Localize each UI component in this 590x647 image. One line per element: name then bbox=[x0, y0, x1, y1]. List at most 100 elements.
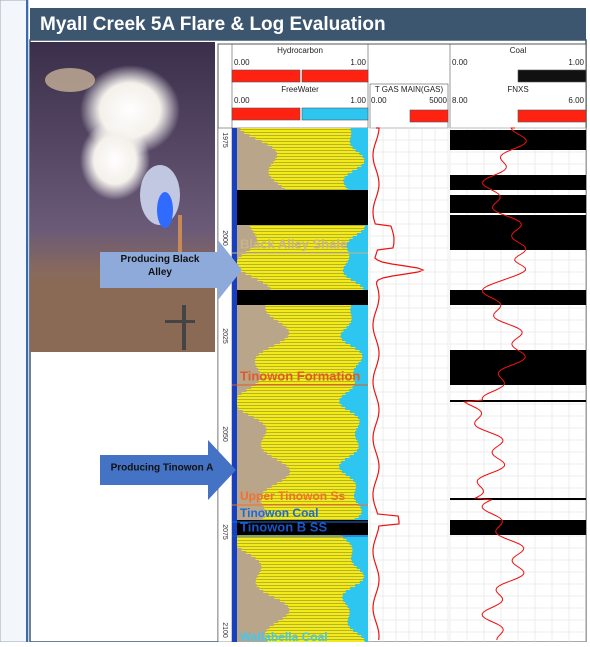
water bbox=[350, 587, 368, 590]
dots bbox=[265, 513, 362, 514]
water bbox=[359, 422, 368, 425]
scale-max: 6.00 bbox=[568, 96, 584, 105]
track-name: FNXS bbox=[507, 85, 528, 94]
coal-band bbox=[232, 520, 368, 535]
water bbox=[355, 347, 368, 350]
dots bbox=[242, 411, 351, 412]
dots bbox=[269, 315, 352, 316]
water bbox=[342, 596, 368, 599]
water bbox=[349, 455, 368, 458]
water bbox=[359, 152, 368, 155]
water bbox=[347, 605, 368, 608]
dots bbox=[266, 432, 356, 433]
dots bbox=[264, 636, 362, 637]
dots bbox=[284, 603, 346, 604]
water bbox=[341, 461, 368, 464]
water bbox=[346, 326, 368, 329]
water bbox=[353, 374, 368, 377]
water bbox=[360, 506, 368, 509]
water bbox=[352, 146, 368, 149]
water bbox=[348, 623, 368, 626]
water bbox=[349, 257, 368, 260]
coal-band bbox=[232, 290, 368, 305]
water bbox=[358, 443, 368, 446]
dots bbox=[275, 159, 365, 160]
dots bbox=[289, 474, 346, 475]
water bbox=[355, 584, 368, 587]
dots bbox=[245, 273, 344, 274]
dots bbox=[257, 279, 351, 280]
dots bbox=[265, 633, 358, 634]
water bbox=[354, 377, 368, 380]
dots bbox=[234, 402, 340, 403]
dots bbox=[272, 147, 353, 148]
dots bbox=[263, 351, 360, 352]
dots bbox=[249, 135, 352, 136]
dots bbox=[244, 132, 352, 133]
water bbox=[351, 545, 368, 548]
water bbox=[353, 629, 368, 632]
water bbox=[349, 611, 368, 614]
dots bbox=[261, 567, 357, 568]
dots bbox=[238, 408, 346, 409]
callout-text: Producing Tinowon A bbox=[111, 463, 214, 474]
water bbox=[349, 476, 368, 479]
water bbox=[352, 551, 368, 554]
formation-label: Tinowon Coal bbox=[240, 506, 318, 520]
water bbox=[357, 167, 368, 170]
dots bbox=[234, 540, 347, 541]
depth-label: 2000 bbox=[221, 230, 228, 246]
water bbox=[361, 635, 368, 638]
water bbox=[353, 371, 368, 374]
water bbox=[352, 170, 368, 173]
dots bbox=[260, 498, 355, 499]
side-strip bbox=[0, 0, 29, 643]
dots bbox=[271, 486, 357, 487]
dots bbox=[255, 582, 360, 583]
water bbox=[355, 437, 368, 440]
dots bbox=[236, 261, 348, 262]
title-bar bbox=[30, 8, 586, 40]
dots bbox=[273, 624, 349, 625]
water bbox=[348, 617, 368, 620]
scale-min: 0.00 bbox=[371, 96, 387, 105]
dots bbox=[274, 597, 343, 598]
dots bbox=[254, 360, 361, 361]
water bbox=[350, 137, 368, 140]
water bbox=[355, 365, 368, 368]
dots bbox=[246, 390, 350, 391]
dots bbox=[289, 609, 350, 610]
water bbox=[351, 131, 368, 134]
water bbox=[343, 329, 368, 332]
callout-text: Producing Black Alley bbox=[121, 254, 200, 278]
dots bbox=[258, 381, 356, 382]
water bbox=[353, 479, 368, 482]
dots bbox=[259, 588, 351, 589]
water bbox=[345, 590, 368, 593]
scale-max: 1.00 bbox=[568, 58, 584, 67]
track-name: Hydrocarbon bbox=[277, 46, 323, 55]
water bbox=[357, 632, 368, 635]
water bbox=[361, 164, 368, 167]
dots bbox=[268, 171, 353, 172]
water bbox=[355, 488, 368, 491]
dots bbox=[251, 228, 365, 229]
dots bbox=[255, 384, 355, 385]
dots bbox=[276, 483, 356, 484]
water bbox=[359, 350, 368, 353]
dots bbox=[260, 495, 355, 496]
dots bbox=[255, 234, 358, 235]
water bbox=[349, 323, 368, 326]
water bbox=[354, 494, 368, 497]
track-name: FreeWater bbox=[281, 85, 319, 94]
dots bbox=[264, 435, 356, 436]
dots bbox=[266, 489, 356, 490]
water bbox=[359, 581, 368, 584]
dots bbox=[235, 405, 342, 406]
water bbox=[343, 179, 368, 182]
dots bbox=[288, 468, 340, 469]
water bbox=[355, 431, 368, 434]
water bbox=[350, 278, 368, 281]
dots bbox=[266, 429, 357, 430]
dots bbox=[251, 555, 352, 556]
